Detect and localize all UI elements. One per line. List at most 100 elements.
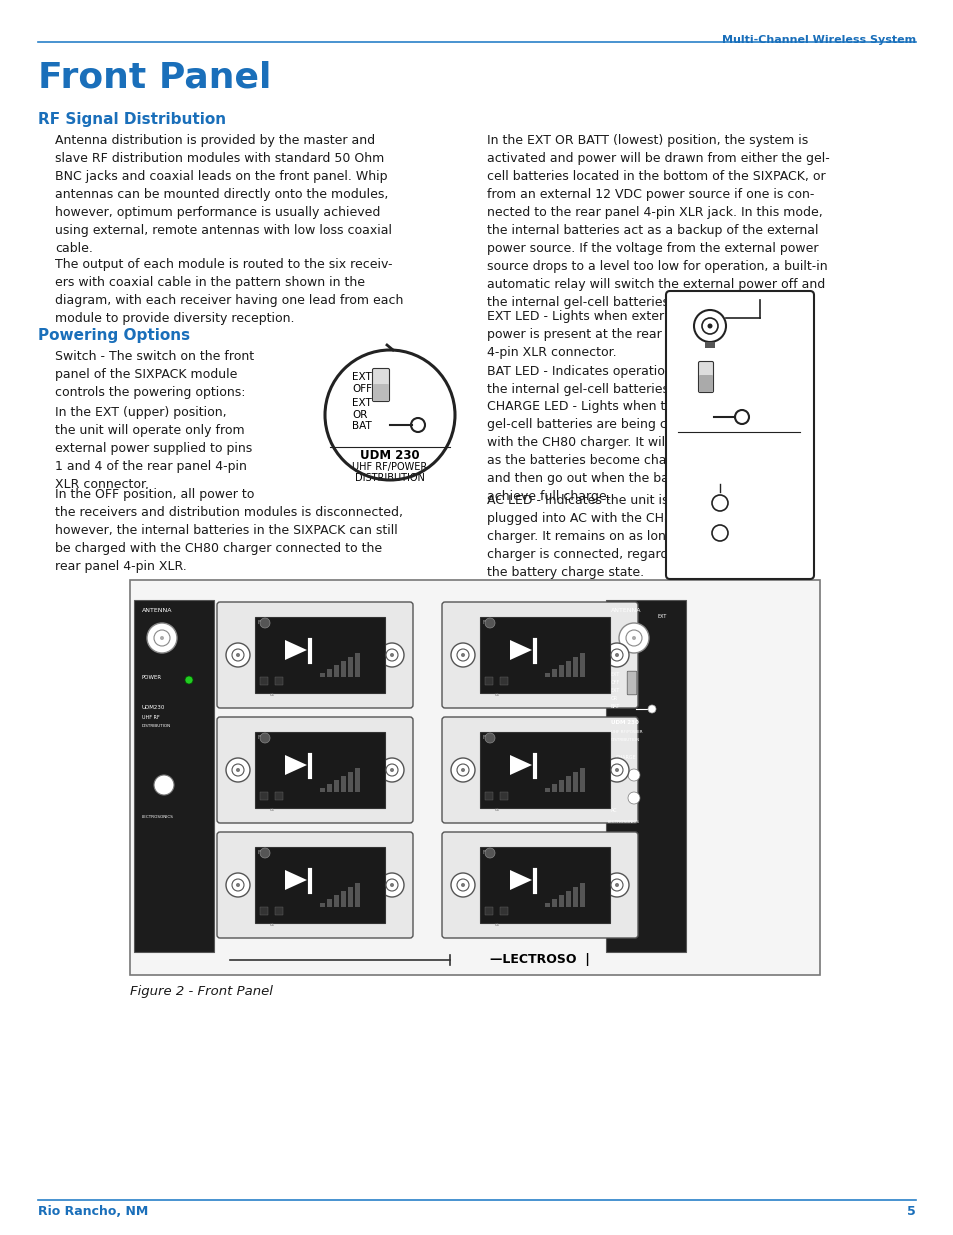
FancyBboxPatch shape: [441, 718, 638, 823]
Circle shape: [701, 317, 718, 333]
Circle shape: [232, 764, 244, 776]
Text: BAT: BAT: [678, 412, 696, 422]
FancyBboxPatch shape: [319, 673, 325, 677]
Circle shape: [235, 883, 240, 887]
FancyBboxPatch shape: [544, 673, 550, 677]
Text: Antenna distribution is provided by the master and
slave RF distribution modules: Antenna distribution is provided by the …: [55, 135, 392, 254]
FancyBboxPatch shape: [704, 342, 714, 348]
FancyBboxPatch shape: [579, 883, 584, 906]
Circle shape: [386, 879, 397, 890]
Circle shape: [160, 636, 164, 640]
Circle shape: [615, 768, 618, 772]
Text: EXT: EXT: [658, 614, 667, 619]
Text: UHF RF/POWER: UHF RF/POWER: [678, 446, 746, 454]
Text: —LECTROSO  |: —LECTROSO |: [490, 953, 589, 966]
Circle shape: [456, 879, 469, 890]
FancyBboxPatch shape: [274, 906, 283, 915]
Text: 01: 01: [495, 808, 499, 811]
Text: OR: OR: [352, 410, 367, 420]
FancyBboxPatch shape: [605, 600, 685, 952]
FancyBboxPatch shape: [133, 600, 213, 952]
FancyBboxPatch shape: [327, 784, 332, 792]
FancyBboxPatch shape: [699, 375, 712, 391]
FancyBboxPatch shape: [327, 669, 332, 677]
Text: FM: FM: [482, 850, 490, 855]
Text: UDM 230: UDM 230: [678, 433, 734, 445]
Circle shape: [456, 764, 469, 776]
Text: In the OFF position, all power to
the receivers and distribution modules is disc: In the OFF position, all power to the re…: [55, 488, 402, 573]
Text: BAT: BAT: [610, 704, 619, 709]
Text: Front Panel: Front Panel: [38, 61, 271, 94]
FancyBboxPatch shape: [558, 781, 563, 792]
Text: Rio Rancho, NM: Rio Rancho, NM: [38, 1205, 148, 1218]
Circle shape: [631, 636, 636, 640]
Text: AC LED - Indicates the unit is
plugged into AC with the CH80
charger. It remains: AC LED - Indicates the unit is plugged i…: [486, 494, 716, 579]
FancyBboxPatch shape: [579, 768, 584, 792]
Circle shape: [232, 879, 244, 890]
Circle shape: [604, 643, 628, 667]
FancyBboxPatch shape: [216, 601, 413, 708]
Text: EXT: EXT: [610, 672, 619, 677]
FancyBboxPatch shape: [274, 792, 283, 800]
Circle shape: [456, 650, 469, 661]
FancyBboxPatch shape: [254, 618, 385, 693]
Text: FM: FM: [257, 735, 265, 740]
Text: DISTRIBUTION: DISTRIBUTION: [678, 456, 741, 466]
Circle shape: [147, 622, 177, 653]
Text: EXT LED - Lights when external DC
power is present at the rear panel
4-pin XLR c: EXT LED - Lights when external DC power …: [486, 310, 704, 359]
FancyBboxPatch shape: [665, 291, 813, 579]
FancyBboxPatch shape: [565, 661, 571, 677]
Text: EXT: EXT: [352, 398, 372, 408]
Text: OFF: OFF: [352, 384, 372, 394]
Polygon shape: [285, 869, 307, 890]
Text: FM: FM: [257, 850, 265, 855]
Circle shape: [226, 758, 250, 782]
FancyBboxPatch shape: [216, 832, 413, 939]
FancyBboxPatch shape: [327, 899, 332, 906]
Text: Switch - The switch on the front
panel of the SIXPACK module
controls the poweri: Switch - The switch on the front panel o…: [55, 350, 253, 399]
Text: UDM230: UDM230: [142, 705, 165, 710]
Text: BAT LED - Indicates operation from
the internal gel-cell batteries.: BAT LED - Indicates operation from the i…: [486, 366, 705, 396]
FancyBboxPatch shape: [334, 781, 338, 792]
Circle shape: [379, 873, 403, 897]
FancyBboxPatch shape: [441, 832, 638, 939]
FancyBboxPatch shape: [340, 776, 346, 792]
Circle shape: [615, 653, 618, 657]
Circle shape: [604, 758, 628, 782]
Text: 01: 01: [270, 693, 274, 697]
Circle shape: [604, 873, 628, 897]
FancyBboxPatch shape: [348, 887, 353, 906]
Text: In the EXT (upper) position,
the unit will operate only from
external power supp: In the EXT (upper) position, the unit wi…: [55, 406, 252, 492]
Circle shape: [484, 734, 495, 743]
Circle shape: [235, 768, 240, 772]
Text: ANTENNA: ANTENNA: [142, 608, 172, 613]
FancyBboxPatch shape: [484, 677, 493, 685]
FancyBboxPatch shape: [558, 895, 563, 906]
Text: 01: 01: [270, 923, 274, 927]
Text: RF Signal Distribution: RF Signal Distribution: [38, 112, 226, 127]
Text: 01: 01: [270, 808, 274, 811]
FancyBboxPatch shape: [348, 657, 353, 677]
FancyBboxPatch shape: [499, 906, 507, 915]
Circle shape: [627, 792, 639, 804]
Text: Multi-Channel Wireless System: Multi-Channel Wireless System: [721, 35, 915, 44]
Text: CHARGE: CHARGE: [699, 475, 740, 487]
Text: 5: 5: [906, 1205, 915, 1218]
Text: In the EXT OR BATT (lowest) position, the system is
activated and power will be : In the EXT OR BATT (lowest) position, th…: [486, 135, 829, 309]
FancyBboxPatch shape: [372, 368, 389, 401]
FancyBboxPatch shape: [626, 671, 637, 695]
FancyBboxPatch shape: [479, 732, 609, 808]
Circle shape: [390, 883, 394, 887]
Circle shape: [260, 848, 270, 858]
Text: DISTRIBUTION: DISTRIBUTION: [355, 473, 424, 483]
Circle shape: [484, 848, 495, 858]
Circle shape: [451, 643, 475, 667]
Circle shape: [386, 650, 397, 661]
FancyBboxPatch shape: [260, 677, 268, 685]
FancyBboxPatch shape: [319, 788, 325, 792]
Text: OFF: OFF: [610, 680, 619, 685]
Text: The output of each module is routed to the six receiv-
ers with coaxial cable in: The output of each module is routed to t…: [55, 258, 403, 325]
FancyBboxPatch shape: [340, 890, 346, 906]
FancyBboxPatch shape: [355, 883, 359, 906]
Text: AC: AC: [713, 543, 726, 553]
